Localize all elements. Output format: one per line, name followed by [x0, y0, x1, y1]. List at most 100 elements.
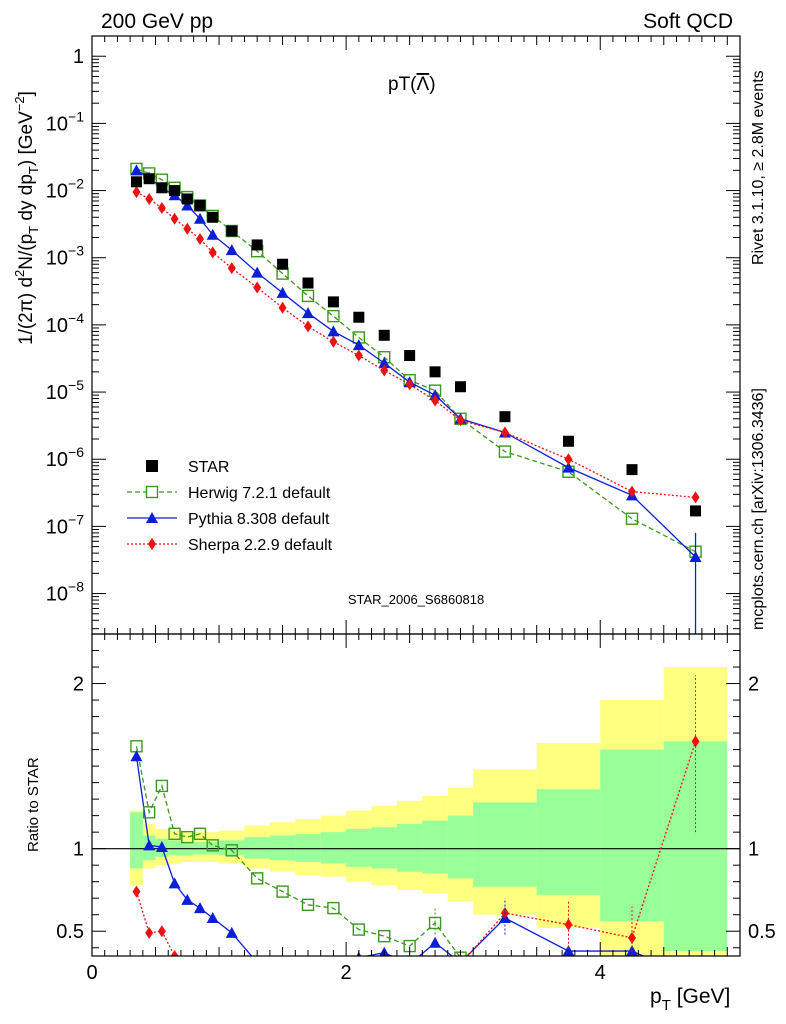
ratio-y-axis-label: Ratio to STAR — [25, 757, 42, 852]
uncertainty-band-green — [269, 835, 296, 861]
herwig-point — [301, 289, 315, 303]
uncertainty-band-green — [422, 820, 448, 874]
uncertainty-band-green — [295, 833, 321, 862]
herwig-point — [327, 309, 340, 323]
pythia-ratio-point — [155, 841, 168, 853]
plot-title-suffix: ) — [429, 74, 435, 95]
herwig-line — [136, 168, 696, 553]
herwig-ratio-point — [352, 923, 366, 936]
star-point — [277, 258, 289, 270]
sherpa-point — [157, 201, 166, 214]
herwig-ratio-point — [276, 885, 289, 898]
sherpa-point — [405, 378, 414, 391]
pythia-ratio-point — [562, 945, 575, 956]
pythia-ratio-point — [206, 912, 219, 924]
sherpa-point — [208, 246, 217, 259]
sherpa-ratio-point — [691, 735, 700, 748]
header-energy: 200 GeV pp — [101, 10, 213, 33]
y-tick-label: 10−4 — [46, 310, 84, 337]
ratio-y-tick-label-right: 2 — [748, 674, 759, 696]
pythia-ratio-point — [404, 958, 416, 969]
plot-title: pT(Λ) — [388, 74, 436, 95]
sherpa-ratio-point — [406, 970, 414, 982]
uncertainty-band-green — [600, 749, 664, 922]
herwig-ratio-point — [301, 898, 315, 912]
star-point — [156, 182, 168, 194]
sherpa-ratio-point — [355, 978, 363, 990]
pythia-point — [562, 461, 575, 473]
sherpa-ratio-point — [329, 988, 337, 1000]
ratio-y-tick-label-right: 0.5 — [748, 921, 776, 943]
sherpa-ratio-point — [456, 958, 464, 970]
pythia-point — [194, 212, 206, 224]
star-point — [429, 366, 441, 378]
y-tick-label: 10−6 — [46, 444, 84, 471]
mcplots-info: mcplots.cern.ch [arXiv:1306.3436] — [750, 388, 767, 630]
uncertainty-band-green — [320, 832, 347, 864]
pythia-ratio-point — [130, 750, 143, 762]
legend-sherpa-marker — [148, 538, 156, 550]
sherpa-point — [564, 453, 573, 466]
star-point — [626, 464, 638, 476]
herwig-point — [498, 445, 512, 458]
ratio-y-tick-label: 1 — [73, 839, 84, 861]
herwig-ratio-point — [327, 901, 340, 915]
pythia-ratio-point — [429, 936, 442, 948]
x-tick-label: 4 — [595, 962, 606, 984]
star-point — [226, 225, 238, 237]
pythia-ratio-point — [168, 877, 181, 889]
star-point — [194, 199, 206, 211]
sherpa-ratio-point — [564, 918, 573, 931]
uncertainty-band-green — [663, 741, 728, 952]
sherpa-point — [500, 426, 509, 439]
legend-label-herwig: Herwig 7.2.1 default — [188, 485, 331, 502]
star-point — [562, 435, 574, 447]
star-point — [690, 505, 702, 517]
uncertainty-band-green — [447, 815, 474, 879]
sherpa-ratio-point — [228, 975, 236, 987]
pythia-point — [181, 199, 194, 211]
sherpa-ratio-point — [196, 965, 204, 977]
sherpa-point — [304, 320, 312, 333]
uncertainty-band-green — [346, 828, 372, 867]
herwig-ratio-point — [206, 839, 219, 852]
legend-label-sherpa: Sherpa 2.2.9 default — [188, 537, 333, 554]
pythia-point — [206, 228, 219, 240]
pythia-point — [130, 164, 143, 176]
star-point — [327, 296, 339, 308]
sherpa-point — [253, 281, 262, 294]
y-tick-label: 10−3 — [46, 243, 84, 270]
sherpa-ratio-point — [209, 970, 217, 982]
legend: STAR Herwig 7.2.1 default Pythia 8.308 def… — [127, 459, 333, 554]
sherpa-ratio-point — [380, 973, 388, 985]
ratio-plot-frame — [91, 633, 741, 957]
star-point — [207, 211, 219, 223]
pythia-ratio-point — [194, 902, 206, 914]
main-y-axis-label: 1/(2π) d2N/(pT dy dpT) [GeV−2] — [12, 91, 41, 345]
sherpa-point — [145, 192, 154, 205]
herwig-ratio-point — [250, 872, 264, 885]
sherpa-point — [628, 485, 636, 498]
uncertainty-band-green — [536, 789, 601, 895]
sherpa-point — [132, 186, 141, 199]
y-tick-label: 10−7 — [46, 511, 84, 538]
sherpa-ratio-point — [304, 988, 312, 1000]
pythia-ratio-point — [277, 962, 289, 973]
y-tick-label: 10−2 — [46, 176, 84, 203]
pythia-point — [302, 307, 314, 319]
herwig-ratio-point — [378, 929, 391, 943]
header-process: Soft QCD — [643, 10, 733, 33]
sherpa-ratio-point — [145, 926, 154, 939]
herwig-ratio-line — [135, 746, 461, 956]
herwig-ratio-point — [225, 844, 238, 857]
star-point — [302, 277, 314, 289]
herwig-ratio-point — [168, 827, 181, 841]
uncertainty-band-green — [244, 837, 270, 859]
y-tick-label: 1 — [73, 46, 84, 68]
sherpa-point — [354, 349, 363, 362]
plot-title-prefix: pT( — [388, 74, 417, 95]
star-point — [378, 329, 390, 341]
rivet-info: Rivet 3.1.10, ≥ 2.8M events — [750, 70, 767, 265]
sherpa-ratio-point — [157, 925, 166, 938]
sherpa-point — [196, 232, 204, 245]
